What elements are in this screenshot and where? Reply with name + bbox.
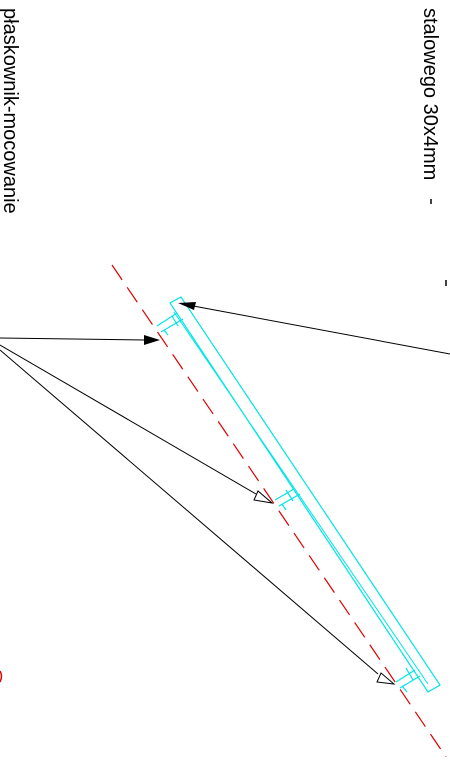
leader-mounting-arrow-3	[376, 672, 396, 685]
flat-bar-inner-edge	[173, 311, 429, 685]
flat-bar-steel-label: stalowego 30x4mm	[419, 8, 441, 181]
flat-bar-profile	[169, 296, 441, 693]
leader-flat-bar	[178, 302, 450, 355]
leader-mounting-arrow-2	[253, 490, 274, 504]
leader-flat-bar-arrow	[178, 302, 196, 310]
mounting-bracket-3	[395, 667, 421, 693]
center-axis-line	[111, 264, 447, 758]
mounting-bracket-2	[274, 488, 301, 511]
mounting-bracket-1	[156, 312, 184, 336]
red-fragment-mark	[0, 670, 3, 683]
leader-mounting	[0, 337, 379, 675]
leader-mounting-arrow-1	[144, 335, 160, 345]
flat-bar-mounting-label: płaskownik-mocowanie	[0, 8, 21, 214]
